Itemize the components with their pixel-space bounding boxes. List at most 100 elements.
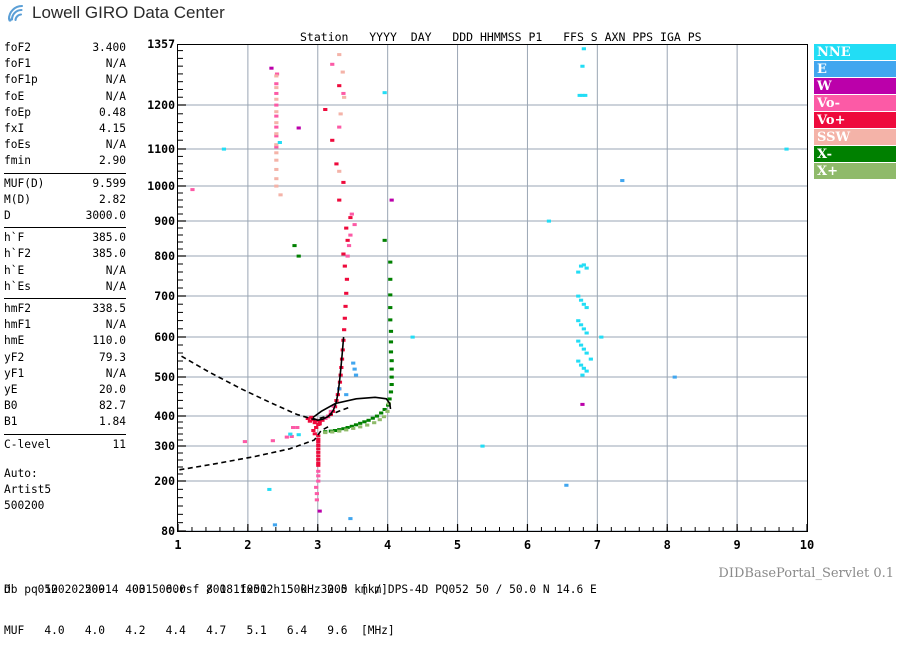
parameter-value: 2.90 xyxy=(99,154,126,168)
parameter-row: yF2 79.3 xyxy=(4,350,126,366)
legend-item-vo-[interactable]: Vo- xyxy=(814,95,896,112)
parameter-value: N/A xyxy=(105,366,126,380)
parameter-key: C-level xyxy=(4,437,52,451)
y-tick-label: 600 xyxy=(154,330,175,344)
parameter-row: h`F 385.0 xyxy=(4,230,126,246)
parameter-key: h`Es xyxy=(4,279,31,293)
legend-item-e[interactable]: E xyxy=(814,61,896,78)
servlet-version-label: DIDBasePortal_Servlet 0.1 xyxy=(718,566,894,581)
y-tick-label: 1357 xyxy=(147,37,175,51)
legend-item-ssw[interactable]: SSW xyxy=(814,129,896,146)
legend-item-x-[interactable]: X- xyxy=(814,146,896,163)
parameter-key: h`F xyxy=(4,231,25,245)
parameter-key: foEs xyxy=(4,138,31,152)
data-series-layer xyxy=(190,47,789,527)
parameter-key: yE xyxy=(4,383,18,397)
series-e xyxy=(272,179,677,527)
x-axis: 1 2 3 4 5 6 7 8 9 10 xyxy=(150,538,850,556)
parameter-row: hmF2 338.5 xyxy=(4,301,126,317)
x-tick-label: 9 xyxy=(733,538,741,552)
parameter-row: yE 20.0 xyxy=(4,382,126,398)
parameter-key: fmin xyxy=(4,154,31,168)
parameter-row: foF1p N/A xyxy=(4,72,126,88)
curve-true-height-profile-E xyxy=(179,424,331,471)
parameter-row: M(D) 2.82 xyxy=(4,192,126,208)
grid-lines xyxy=(178,45,807,531)
parameter-value: 110.0 xyxy=(92,334,126,348)
x-tick-label: 10 xyxy=(799,538,815,552)
parameter-key: hmF1 xyxy=(4,318,31,332)
parameter-key: MUF(D) xyxy=(4,176,45,190)
parameter-value: N/A xyxy=(105,138,126,152)
y-axis: 1357 1200 1100 1000 900 800 700 600 500 400 300 200… xyxy=(130,37,175,538)
scale-row-muf: MUF 4.0 4.0 4.2 4.4 4.7 5.1 6.4 9.6 [MHz… xyxy=(4,623,395,637)
series-nne xyxy=(221,47,789,491)
legend-item-vo-[interactable]: Vo+ xyxy=(814,112,896,129)
parameter-value: 20.0 xyxy=(99,383,126,397)
x-tick-label: 7 xyxy=(593,538,601,552)
legend-item-w[interactable]: W xyxy=(814,78,896,95)
parameter-group-0: foF2 3.400 foF1 N/A foF1p N/A foE N/A foEp 0.48 fx… xyxy=(4,40,126,171)
scale-row-d: D 100 200 400 600 800 1000 1500 3000 [km… xyxy=(4,583,388,596)
parameter-value: N/A xyxy=(105,73,126,87)
parameter-key: M(D) xyxy=(4,192,31,206)
parameter-value: 338.5 xyxy=(92,302,126,316)
parameter-row: B0 82.7 xyxy=(4,398,126,414)
parameter-value: 2.82 xyxy=(99,192,126,206)
curve-model-profile-E xyxy=(312,396,392,419)
station-header-columns: Station YYYY DAY DDD HHMMSS P1 FFS S AXN… xyxy=(300,30,702,44)
brand-header: Lowell GIRO Data Center xyxy=(6,3,225,23)
parameter-key: hmF2 xyxy=(4,302,31,316)
parameter-value: 82.7 xyxy=(99,399,126,413)
brand-title: Lowell GIRO Data Center xyxy=(32,3,225,22)
legend: NNE E W Vo- Vo+ SSW X- X+ xyxy=(814,44,896,180)
db-source-line: db pq052 20250914 031500.rsf / 181fx512h… xyxy=(4,583,597,596)
series-ssw xyxy=(274,53,347,197)
ionogram-plot[interactable] xyxy=(177,44,808,532)
parameter-value: 9.599 xyxy=(92,176,126,190)
parameter-value: 1.84 xyxy=(99,415,126,429)
x-tick-label: 8 xyxy=(663,538,671,552)
parameter-row: fmin 2.90 xyxy=(4,153,126,169)
parameter-key: foF1 xyxy=(4,57,31,71)
legend-item-nne[interactable]: NNE xyxy=(814,44,896,61)
parameter-key: fxI xyxy=(4,122,25,136)
x-tick-label: 3 xyxy=(314,538,322,552)
parameter-row: h`F2 385.0 xyxy=(4,246,126,262)
wifi-wave-icon xyxy=(6,3,28,23)
parameter-row: hmF1 N/A xyxy=(4,317,126,333)
parameter-group-3: hmF2 338.5 hmF1 N/A hmE 110.0 yF2 79.3 yF1 N/A yE 2… xyxy=(4,298,126,432)
parameter-value: N/A xyxy=(105,89,126,103)
x-tick-label: 5 xyxy=(453,538,462,552)
parameter-value: 11 xyxy=(112,437,126,451)
auto-scaler-block: Auto: Artist5 500200 xyxy=(4,467,52,513)
x-tick-label: 4 xyxy=(384,538,392,552)
y-tick-label: 700 xyxy=(154,289,175,303)
y-tick-label: 1000 xyxy=(147,179,175,193)
parameter-key: h`F2 xyxy=(4,247,31,261)
parameter-group-1: MUF(D) 9.599 M(D) 2.82 D 3000.0 xyxy=(4,172,126,226)
parameter-key: foF2 xyxy=(4,41,31,54)
parameter-row: MUF(D) 9.599 xyxy=(4,176,126,192)
y-minor-ticks xyxy=(178,50,186,531)
parameter-value: 3000.0 xyxy=(85,209,126,223)
parameter-key: yF2 xyxy=(4,350,25,364)
plot-canvas xyxy=(178,45,807,531)
legend-item-x-[interactable]: X+ xyxy=(814,163,896,180)
parameter-value: N/A xyxy=(105,318,126,332)
x-tick-label: 6 xyxy=(523,538,532,552)
parameter-key: foF1p xyxy=(4,73,38,87)
y-tick-label: 800 xyxy=(154,249,175,263)
parameter-row: yF1 N/A xyxy=(4,366,126,382)
curve-true-height-profile-F xyxy=(181,355,350,421)
x-minor-ticks xyxy=(178,524,807,531)
parameter-row: h`E N/A xyxy=(4,263,126,279)
parameter-row: B1 1.84 xyxy=(4,414,126,430)
series-x- xyxy=(323,402,391,435)
x-tick-label: 1 xyxy=(174,538,182,552)
parameter-row: foF2 3.400 xyxy=(4,40,126,56)
parameter-key: B1 xyxy=(4,415,18,429)
parameter-group-4: C-level 11 xyxy=(4,433,126,454)
parameter-key: yF1 xyxy=(4,366,25,380)
parameter-key: foE xyxy=(4,89,25,103)
